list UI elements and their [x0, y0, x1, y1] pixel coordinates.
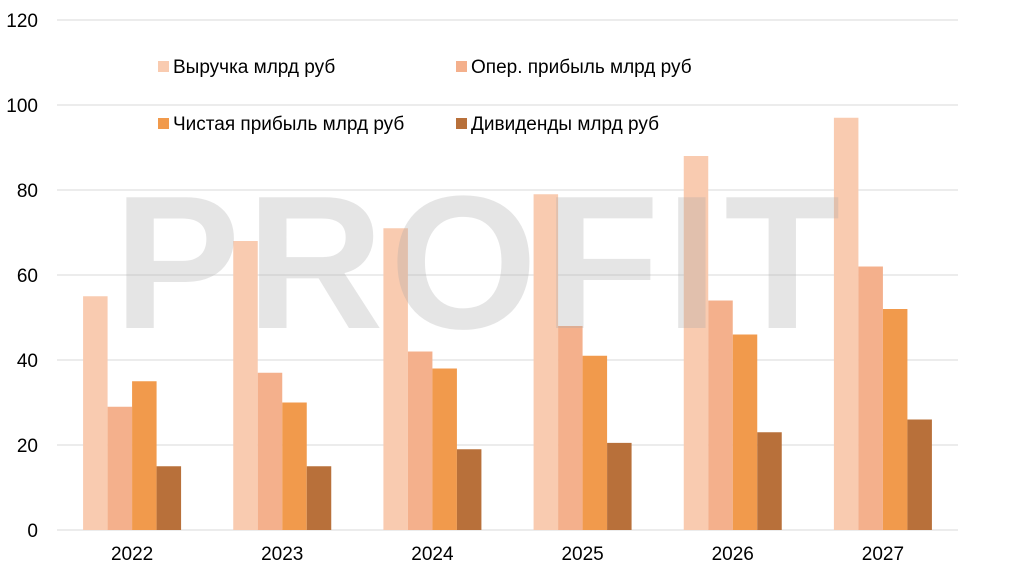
- x-tick-label: 2022: [111, 544, 153, 565]
- y-tick-label: 20: [17, 436, 38, 457]
- bar-2026-series-4: [757, 432, 782, 530]
- bar-2027-series-3: [882, 309, 908, 530]
- y-tick-label: 80: [17, 181, 38, 202]
- bar-2027-series-4: [907, 419, 932, 530]
- legend: Выручка млрд руб Опер. прибыль млрд руб Чи…: [158, 57, 692, 135]
- bar-2026-series-3: [732, 334, 758, 530]
- bar-2023-series-3: [282, 402, 307, 530]
- bar-2023-series-2: [257, 372, 283, 530]
- bar-2024-series-2: [407, 351, 433, 530]
- bar-2026-series-2: [708, 300, 733, 530]
- bar-2024-series-3: [432, 368, 457, 530]
- legend-label-3: Чистая прибыль млрд руб: [173, 114, 404, 135]
- bar-2027-series-1: [833, 117, 859, 530]
- legend-swatch-3: [158, 118, 169, 129]
- y-axis-ticks: 0 20 40 60 80 100 120: [6, 11, 38, 542]
- x-tick-label: 2027: [862, 544, 904, 565]
- bar-2023-series-1: [233, 241, 258, 530]
- legend-label-1: Выручка млрд руб: [173, 57, 335, 78]
- bar-2025-series-4: [607, 442, 632, 530]
- legend-label-2: Опер. прибыль млрд руб: [471, 57, 692, 78]
- y-tick-label: 100: [6, 96, 38, 117]
- x-tick-label: 2025: [561, 544, 603, 565]
- y-tick-label: 120: [6, 11, 38, 32]
- x-tick-label: 2023: [261, 544, 303, 565]
- y-tick-label: 60: [17, 266, 38, 287]
- bar-2023-series-4: [306, 466, 332, 530]
- bar-2024-series-1: [383, 228, 408, 530]
- x-tick-label: 2024: [411, 544, 454, 565]
- bars: [83, 117, 932, 530]
- bar-2025-series-1: [533, 194, 559, 530]
- x-tick-label: 2026: [712, 544, 754, 565]
- legend-swatch-2: [456, 61, 467, 72]
- bar-2022-series-4: [156, 466, 182, 530]
- y-tick-label: 0: [27, 521, 38, 542]
- legend-swatch-1: [158, 61, 169, 72]
- bar-2025-series-2: [558, 326, 583, 530]
- bar-2024-series-4: [456, 449, 482, 530]
- watermark-text: PROFIT: [114, 157, 847, 369]
- legend-label-4: Дивиденды млрд руб: [471, 114, 659, 135]
- legend-swatch-4: [456, 118, 467, 129]
- bar-2022-series-1: [83, 296, 108, 530]
- grid-lines: [57, 19, 958, 531]
- bar-2025-series-3: [582, 355, 608, 530]
- y-tick-label: 40: [17, 351, 38, 372]
- bar-2022-series-2: [107, 406, 133, 530]
- x-axis-ticks: 2022 2023 2024 2025 2026 2027: [111, 544, 904, 565]
- bar-2027-series-2: [858, 266, 883, 530]
- bar-2026-series-1: [683, 156, 709, 530]
- bar-2022-series-3: [132, 381, 157, 530]
